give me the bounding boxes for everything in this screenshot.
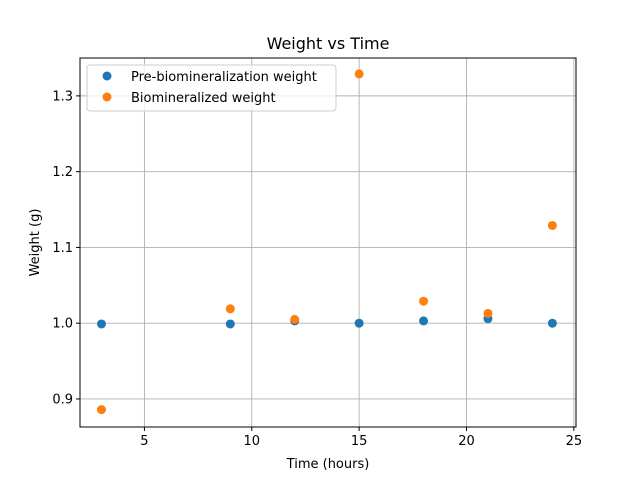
legend-label: Pre-biomineralization weight <box>131 70 317 85</box>
x-tick-label: 10 <box>244 434 261 449</box>
legend: Pre-biomineralization weight Biomineraliz… <box>86 64 337 112</box>
x-tick-label: 5 <box>140 434 148 449</box>
x-tick-label: 15 <box>351 434 368 449</box>
pre-biomineralization-point <box>547 318 557 328</box>
pre-biomineralization-point <box>225 319 235 329</box>
y-tick-label: 1.3 <box>52 89 73 104</box>
pre-biomineralization-point <box>354 318 364 328</box>
x-tick-label: 20 <box>458 434 475 449</box>
chart-title: Weight vs Time <box>267 34 390 53</box>
pre-biomineralization-point <box>96 319 106 329</box>
y-tick-label: 1.0 <box>52 317 73 332</box>
plot-frame <box>79 57 577 428</box>
data-points <box>96 69 557 415</box>
x-axis-label: Time (hours) <box>286 457 370 472</box>
legend-marker <box>102 92 112 102</box>
legend-marker <box>102 71 112 81</box>
y-axis-label: Weight (g) <box>28 209 43 277</box>
axis-ticks: 5 10 15 20 25 0.9 1.0 1.1 1.2 1.3 <box>52 89 582 449</box>
x-tick-label: 25 <box>566 434 583 449</box>
biomineralized-point <box>96 405 106 415</box>
legend-entries: Pre-biomineralization weight Biomineraliz… <box>102 70 317 106</box>
biomineralized-point <box>225 304 235 314</box>
legend-label: Biomineralized weight <box>131 91 276 106</box>
pre-biomineralization-point <box>419 316 429 326</box>
biomineralized-point <box>354 69 364 79</box>
legend-box <box>86 64 337 112</box>
biomineralized-point <box>483 308 493 318</box>
y-tick-label: 1.2 <box>52 165 73 180</box>
biomineralized-point <box>290 314 300 324</box>
y-tick-label: 1.1 <box>52 241 73 256</box>
biomineralized-point <box>547 220 557 230</box>
biomineralized-point <box>419 296 429 306</box>
y-tick-label: 0.9 <box>52 392 73 407</box>
